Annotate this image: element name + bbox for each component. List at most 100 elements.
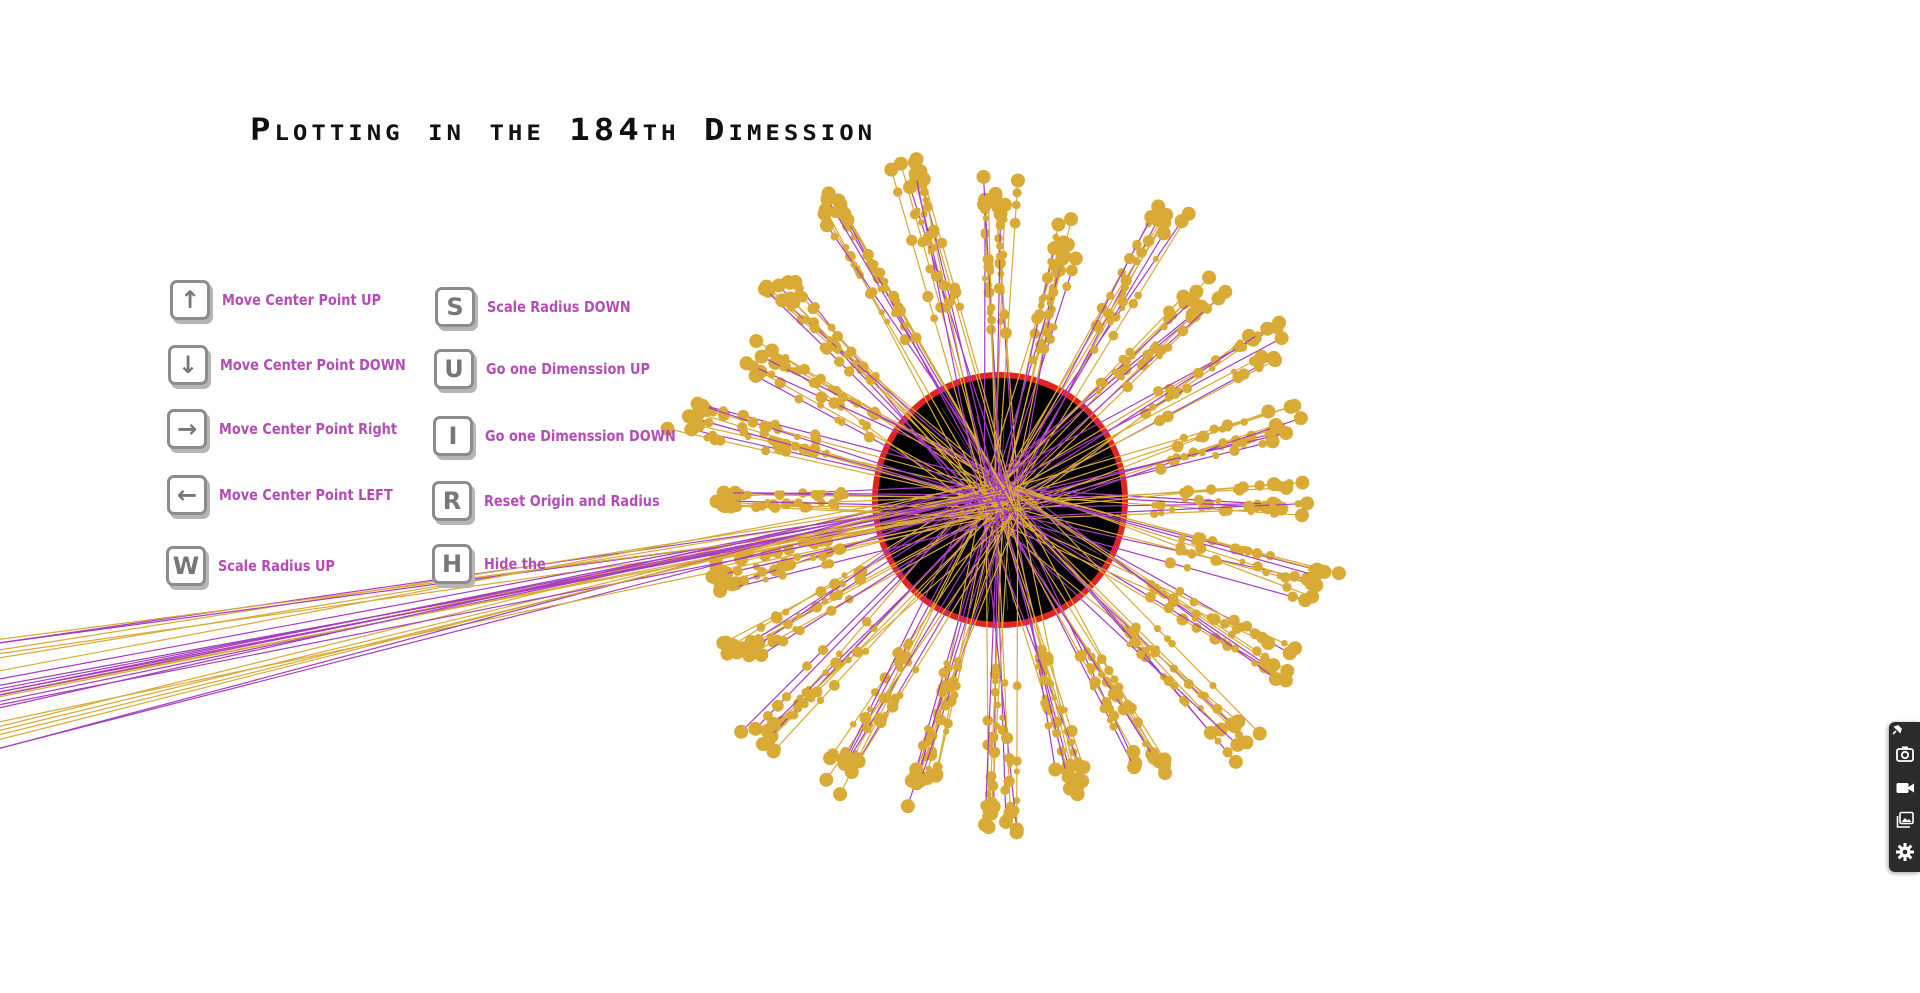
- spoke-point: [1152, 386, 1164, 397]
- spoke-point: [830, 232, 839, 241]
- spoke-cluster: [734, 480, 1019, 759]
- spoke-line: [1007, 298, 1219, 505]
- spoke-line: [987, 201, 998, 516]
- spoke-point: [866, 705, 874, 713]
- spoke-end-point: [748, 368, 763, 383]
- spoke-point: [996, 252, 1004, 260]
- spoke-point: [1219, 618, 1230, 629]
- spoke-point: [1254, 331, 1262, 339]
- spoke-point: [1261, 652, 1270, 661]
- spoke-point: [943, 297, 951, 305]
- spoke-point: [1146, 579, 1156, 589]
- spoke-point: [869, 624, 878, 632]
- spoke-point: [993, 722, 1001, 730]
- spoke-point: [1210, 555, 1222, 566]
- spoke-point: [899, 334, 911, 346]
- spoke-point: [1094, 324, 1104, 334]
- spoke-point: [1210, 355, 1221, 366]
- spoke-line: [988, 405, 1295, 495]
- spoke-point: [873, 717, 881, 725]
- spoke-point: [1205, 484, 1217, 495]
- spoke-point: [755, 635, 765, 645]
- spoke-point: [927, 248, 935, 255]
- spoke-point: [1208, 364, 1216, 372]
- spoke-point: [1047, 680, 1055, 688]
- spoke-end-point: [823, 751, 838, 766]
- spoke-point: [1064, 758, 1076, 769]
- spoke-line: [771, 349, 995, 490]
- inner-ray: [999, 499, 1071, 571]
- screenshot-button[interactable]: [1893, 742, 1917, 766]
- record-video-button[interactable]: [1893, 776, 1917, 800]
- spoke-point: [703, 433, 712, 442]
- spoke-cluster: [817, 186, 1020, 516]
- spoke-line: [794, 281, 981, 515]
- spoke-point: [821, 344, 833, 355]
- legend-item-move-down: ↓ Move Center Point DOWN: [168, 341, 436, 389]
- spoke-end-point: [1293, 411, 1308, 426]
- legend-label: Scale Radius DOWN: [487, 298, 631, 316]
- spoke-point: [1281, 640, 1288, 647]
- spoke-point: [1141, 740, 1149, 748]
- spoke-point: [1189, 597, 1199, 607]
- spoke-point: [1254, 480, 1265, 491]
- spoke-point: [1252, 646, 1262, 656]
- spoke-cluster: [988, 398, 1308, 519]
- spoke-end-point: [893, 156, 908, 171]
- spoke-line: [748, 517, 995, 656]
- spoke-point: [924, 725, 932, 733]
- spoke-end-point: [734, 724, 749, 739]
- settings-button[interactable]: [1893, 840, 1917, 864]
- spoke-line: [1014, 433, 1272, 501]
- spoke-line: [1010, 483, 1274, 511]
- spoke-point: [1160, 323, 1168, 331]
- spoke-cluster: [989, 480, 1303, 688]
- spoke-point: [1028, 355, 1038, 365]
- spoke-point: [858, 418, 866, 426]
- spoke-line: [858, 517, 1011, 762]
- spoke-end-point: [819, 218, 834, 233]
- spoke-cluster: [978, 486, 1024, 840]
- spoke-point: [1269, 501, 1277, 509]
- spoke-point: [835, 650, 843, 658]
- spoke-point: [1170, 593, 1179, 601]
- spoke-end-point: [900, 799, 915, 814]
- spoke-end-point: [1260, 321, 1275, 336]
- spoke-line: [1003, 514, 1071, 789]
- spoke-line: [755, 491, 986, 730]
- spoke-end-point: [1288, 641, 1303, 656]
- spoke-point: [1180, 487, 1192, 499]
- tail-line: [0, 507, 1008, 640]
- spoke-point: [1011, 200, 1021, 210]
- spoke-end-point: [1268, 418, 1283, 433]
- spoke-point: [980, 230, 990, 239]
- spoke-point: [1155, 463, 1167, 475]
- spoke-line: [789, 298, 997, 507]
- spoke-point: [1000, 785, 1010, 796]
- tail-line: [0, 489, 1008, 749]
- spoke-point: [925, 749, 938, 761]
- spoke-point: [1255, 364, 1263, 373]
- spoke-point: [739, 427, 749, 437]
- spoke-point: [861, 616, 872, 627]
- spoke-point: [938, 667, 949, 678]
- spoke-point: [809, 305, 817, 313]
- pin-icon[interactable]: [1891, 724, 1903, 736]
- spoke-end-point: [689, 411, 704, 426]
- legend-item-move-left: ← Move Center Point LEFT: [167, 471, 421, 519]
- spoke-line: [1004, 221, 1165, 484]
- spoke-point: [782, 608, 790, 616]
- spoke-end-point: [725, 638, 740, 653]
- spoke-point: [1148, 645, 1155, 652]
- spoke-line: [1017, 500, 1078, 788]
- spoke-point: [1230, 368, 1237, 375]
- spoke-end-point: [1072, 759, 1087, 774]
- spoke-point: [987, 303, 996, 312]
- spoke-point: [1209, 424, 1219, 434]
- spoke-point: [1218, 505, 1230, 517]
- spoke-point: [865, 374, 873, 382]
- legend-item-move-right: → Move Center Point Right: [167, 405, 426, 453]
- gallery-button[interactable]: [1893, 808, 1917, 832]
- spoke-line: [740, 487, 986, 733]
- w-key-icon: W: [166, 546, 206, 586]
